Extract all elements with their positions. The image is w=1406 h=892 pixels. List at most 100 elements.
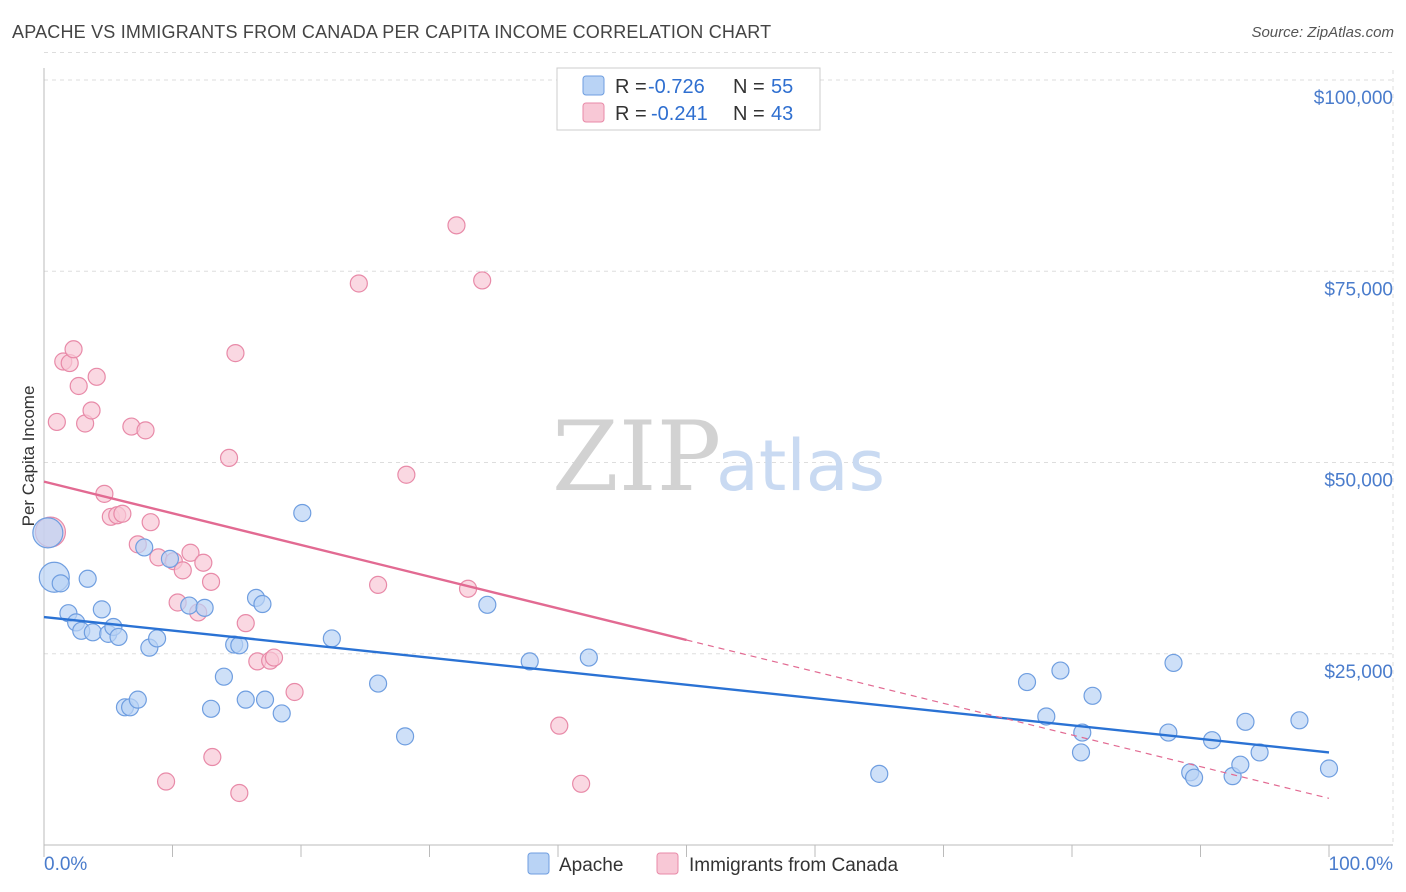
correlation-legend: R = -0.726 N = 55 R = -0.241 N = 43 xyxy=(556,67,821,131)
apache-point xyxy=(160,549,180,568)
apache-point xyxy=(1184,768,1204,787)
apache-point xyxy=(395,727,415,746)
apache-point xyxy=(51,574,70,593)
legend-n-value-1: 55 xyxy=(771,76,793,98)
x-tick-label-min: 0.0% xyxy=(44,854,87,875)
apache-point xyxy=(870,764,889,783)
apache-point xyxy=(1037,707,1056,726)
legend-n-label-1: N = xyxy=(733,76,765,98)
legend-n-value-2: 43 xyxy=(771,103,793,125)
legend-r-value-2: -0.241 xyxy=(651,103,708,125)
canada-point xyxy=(285,682,304,702)
canada-point xyxy=(47,412,66,432)
y-tick-label: $50,000 xyxy=(1324,471,1393,492)
x-tick-label-max: 100.0% xyxy=(1329,854,1394,875)
bottom-legend-swatch-canada xyxy=(656,852,679,875)
apache-point xyxy=(1231,755,1250,774)
legend-r-value-1: -0.726 xyxy=(648,76,705,98)
axes xyxy=(43,68,1393,857)
apache-point xyxy=(32,517,64,549)
apache-point xyxy=(579,648,598,667)
y-tick-label: $75,000 xyxy=(1324,279,1393,300)
apache-point xyxy=(1236,712,1255,731)
chart-title: APACHE VS IMMIGRANTS FROM CANADA PER CAP… xyxy=(12,22,772,42)
apache-point xyxy=(147,629,167,648)
apache-trend-line xyxy=(43,615,1330,754)
apache-point xyxy=(135,538,154,557)
canada-point xyxy=(181,543,200,562)
canada-point xyxy=(447,216,466,235)
legend-r-label-2: R = xyxy=(615,103,647,125)
canada-point xyxy=(201,572,221,591)
canada-point xyxy=(369,575,388,595)
apache-point xyxy=(1164,653,1183,673)
canada-point xyxy=(141,513,160,532)
canada-trend-line xyxy=(43,480,687,642)
canada-point xyxy=(349,274,368,293)
apache-point xyxy=(128,690,147,709)
apache-point xyxy=(520,652,539,671)
apache-point xyxy=(1159,723,1178,742)
apache-point xyxy=(236,690,255,709)
apache-point xyxy=(1319,759,1339,778)
apache-point xyxy=(253,594,272,614)
watermark: ZIP atlas xyxy=(552,401,885,513)
bottom-legend-apache: Apache xyxy=(559,855,623,876)
canada-point xyxy=(473,271,492,290)
trend-lines xyxy=(43,480,1330,799)
canada-point xyxy=(113,504,132,523)
apache-point xyxy=(195,598,214,617)
canada-point xyxy=(64,340,83,359)
apache-point xyxy=(1290,711,1309,730)
canada-point xyxy=(550,716,569,735)
canada-point xyxy=(230,783,249,803)
apache-point xyxy=(78,569,97,588)
apache-point xyxy=(369,674,388,693)
apache-point xyxy=(214,667,233,686)
apache-point xyxy=(83,623,102,642)
canada-point xyxy=(236,614,255,633)
canada-point xyxy=(194,553,213,572)
canada-point xyxy=(264,648,284,667)
legend-r-label-1: R = xyxy=(615,76,647,98)
canada-point xyxy=(173,561,192,580)
canada-point xyxy=(219,448,239,468)
canada-point xyxy=(226,344,245,363)
source-credit: Source: ZipAtlas.com xyxy=(1251,24,1394,41)
legend-swatch-canada xyxy=(582,102,605,123)
apache-point xyxy=(255,690,275,709)
apache-point xyxy=(272,704,291,723)
apache-point xyxy=(1051,661,1070,680)
canada-point xyxy=(69,376,88,396)
apache-point xyxy=(180,596,199,615)
apache-point xyxy=(1017,672,1037,692)
canada-trend-line-extension xyxy=(686,639,1330,799)
canada-point xyxy=(397,465,416,484)
y-tick-labels: $25,000 $50,000 $75,000 $100,000 xyxy=(1314,88,1393,683)
watermark-zip: ZIP xyxy=(552,401,721,513)
apache-point xyxy=(1073,723,1092,742)
apache-point xyxy=(1071,743,1091,762)
y-axis-label: Per Capita Income xyxy=(19,386,38,527)
canada-point xyxy=(136,421,155,440)
apache-point xyxy=(109,627,128,647)
apache-point xyxy=(201,699,221,718)
watermark-atlas: atlas xyxy=(716,425,885,507)
y-tick-label: $25,000 xyxy=(1324,662,1393,683)
y-tick-label: $100,000 xyxy=(1314,88,1393,109)
bottom-legend-canada: Immigrants from Canada xyxy=(689,855,899,876)
canada-point xyxy=(156,772,176,791)
apache-point xyxy=(92,600,111,619)
apache-point xyxy=(478,595,497,614)
legend-n-label-2: N = xyxy=(733,103,765,125)
series-legend: Apache Immigrants from Canada xyxy=(527,852,899,876)
bottom-legend-swatch-apache xyxy=(527,852,550,875)
canada-point xyxy=(82,401,101,420)
legend-swatch-apache xyxy=(582,75,605,96)
apache-point xyxy=(293,503,312,523)
canada-point xyxy=(572,774,591,793)
canada-point xyxy=(87,367,106,386)
apache-point xyxy=(1083,686,1102,705)
apache-point xyxy=(322,629,341,648)
